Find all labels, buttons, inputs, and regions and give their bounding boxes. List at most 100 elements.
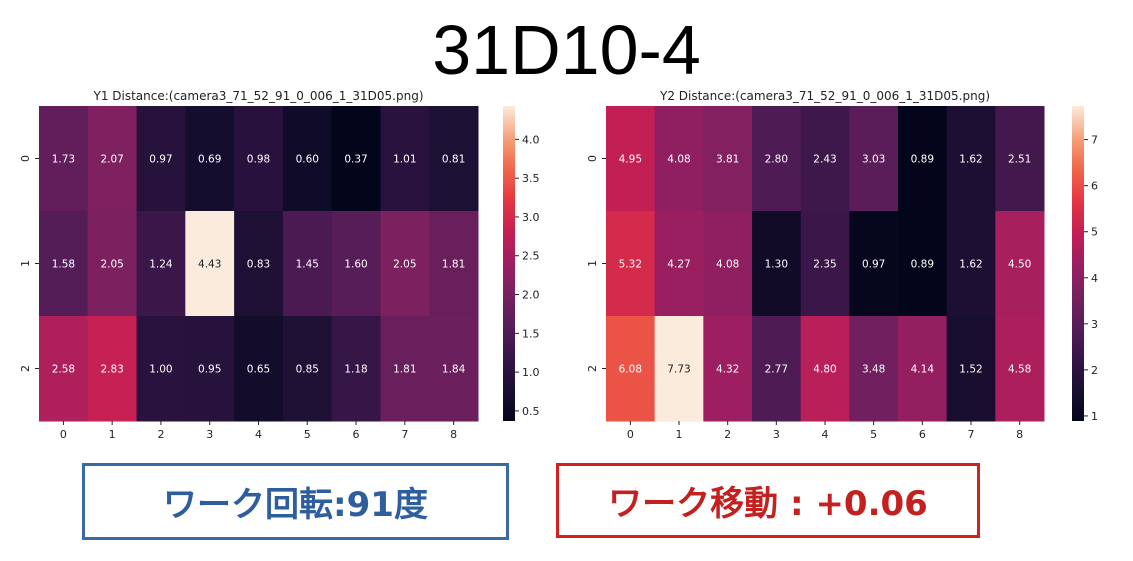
colorbar-tick-label: 7 [1091,134,1098,147]
cell-value-label: 2.35 [813,259,836,271]
x-tick-label: 0 [627,428,634,441]
cell-value-label: 4.43 [198,259,221,271]
shift-annotation-text: ワーク移動 : +0.06 [608,484,928,524]
colorbar-tick-label: 3 [1091,318,1098,331]
heatmap-cell [995,316,1045,422]
colorbar-tick-label: 3.0 [522,211,540,224]
cell-value-label: 2.77 [765,364,788,376]
cell-value-label: 0.65 [247,364,270,376]
y-tick-label: 2 [586,365,599,372]
heatmap-cell [752,316,802,422]
cell-value-label: 2.83 [100,364,123,376]
cell-value-label: 2.05 [100,259,123,271]
heatmap-cell [185,211,235,317]
heatmap-cell [898,106,948,212]
cell-value-label: 0.81 [442,154,465,166]
heatmap-cell [849,316,899,422]
heatmap-cell [234,316,284,422]
cell-value-label: 2.58 [52,364,75,376]
cell-value-label: 4.80 [813,364,836,376]
cell-value-label: 1.81 [442,259,465,271]
x-tick-label: 8 [1016,428,1023,441]
cell-value-label: 6.08 [619,364,642,376]
cell-value-label: 1.52 [959,364,982,376]
x-tick-label: 7 [401,428,408,441]
heatmap-cell [331,316,381,422]
heatmap-cell [654,316,704,422]
y-tick-label: 1 [586,260,599,267]
colorbar-tick-label: 2.0 [522,289,540,302]
cell-value-label: 4.14 [911,364,935,376]
x-tick-label: 5 [304,428,311,441]
colorbar-tick-label: 2 [1091,364,1098,377]
cell-value-label: 7.73 [667,364,690,376]
heatmap-cell [380,316,430,422]
heatmap-cell [606,316,656,422]
cell-value-label: 0.95 [198,364,221,376]
x-tick-label: 3 [773,428,780,441]
rotation-annotation-box: ワーク回転:91度 [82,463,509,540]
colorbar-tick-label: 5 [1091,226,1098,239]
heatmap-cell [87,316,138,422]
cell-value-label: 2.51 [1008,154,1031,166]
y-tick-label: 2 [19,365,32,372]
cell-value-label: 4.58 [1008,364,1031,376]
cell-value-label: 4.08 [667,154,690,166]
heatmap-cell [282,106,333,212]
x-tick-label: 6 [353,428,360,441]
cell-value-label: 2.80 [765,154,788,166]
cell-value-label: 1.60 [344,259,367,271]
heatmap-cell [898,211,948,317]
cell-value-label: 1.62 [959,259,982,271]
colorbar-tick-label: 0.5 [522,405,540,418]
heatmap-cell [898,316,948,422]
heatmap-cell [136,106,186,212]
colorbar-tick-label: 4.0 [522,133,540,146]
cell-value-label: 1.84 [442,364,466,376]
cell-value-label: 0.89 [911,259,934,271]
cell-value-label: 4.32 [716,364,739,376]
cell-value-label: 1.24 [149,259,173,271]
y-tick-label: 1 [19,260,32,267]
heatmap-cell [136,211,186,317]
cell-value-label: 3.48 [862,364,885,376]
heatmap-cell [39,211,89,317]
colorbar-tick-label: 3.5 [522,172,540,185]
cell-value-label: 1.45 [296,259,319,271]
rotation-annotation-text: ワーク回転:91度 [163,485,428,525]
heatmap-cell [800,106,850,212]
heatmap-cell [429,211,479,317]
x-tick-label: 3 [206,428,213,441]
x-tick-label: 8 [450,428,457,441]
y-tick-label: 0 [586,155,599,162]
heatmap-cell [800,316,850,422]
cell-value-label: 0.37 [344,154,367,166]
heatmap-cell [185,106,235,212]
heatmap-cell [995,211,1045,317]
cell-value-label: 2.05 [393,259,416,271]
x-tick-label: 2 [724,428,731,441]
heatmap-cell [380,211,430,317]
heatmap-cell [39,316,89,422]
heatmap-cell [995,106,1045,212]
cell-value-label: 0.60 [296,154,319,166]
shift-annotation-box: ワーク移動 : +0.06 [556,463,980,538]
x-tick-label: 1 [676,428,683,441]
heatmap-cell [752,211,802,317]
colorbar-tick-label: 1.0 [522,366,540,379]
cell-value-label: 4.95 [619,154,642,166]
colorbar-tick-label: 4 [1091,272,1098,285]
cell-value-label: 0.97 [862,259,885,271]
heatmap-cell [282,316,333,422]
heatmap-cell [606,106,656,212]
heatmap-cell [331,211,381,317]
x-tick-label: 4 [822,428,829,441]
heatmap-cell [39,106,89,212]
cell-value-label: 5.32 [619,259,642,271]
y-tick-label: 0 [19,155,32,162]
x-tick-label: 2 [157,428,164,441]
heatmap-cell [946,106,996,212]
heatmap-cell [87,211,138,317]
